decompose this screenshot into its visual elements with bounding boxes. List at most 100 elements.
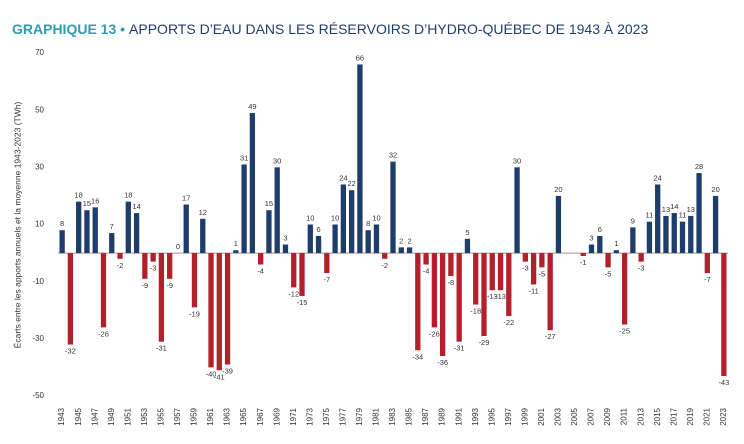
x-tick-label: 1975 [322, 407, 331, 425]
data-label: 1 [614, 239, 618, 248]
data-label: 32 [389, 151, 397, 160]
bar [530, 253, 537, 285]
data-label: -7 [323, 275, 330, 284]
x-tick-label: 1949 [107, 407, 116, 425]
x-tick-label: 2009 [603, 407, 612, 425]
bar [373, 224, 380, 254]
data-label: -25 [619, 327, 630, 336]
bar [315, 235, 322, 254]
data-label: 24 [654, 173, 662, 182]
data-label: -36 [437, 358, 448, 367]
x-tick-label: 1987 [421, 407, 430, 425]
data-label: -1 [580, 258, 587, 267]
data-label: 6 [598, 225, 602, 234]
x-tick-label: 1985 [405, 407, 414, 425]
data-label: 13 [687, 205, 695, 214]
bar [282, 244, 289, 254]
x-tick-label: 1955 [157, 407, 166, 425]
x-tick-label: 2005 [570, 407, 579, 425]
data-label: -11 [528, 287, 538, 296]
bar [597, 235, 603, 254]
data-label: -3 [638, 264, 645, 273]
data-label: -8 [448, 278, 455, 287]
data-label: -4 [257, 267, 264, 276]
bar [233, 250, 239, 254]
bar [621, 253, 628, 325]
data-label: 9 [631, 216, 635, 225]
bar [307, 224, 313, 254]
bar [406, 247, 413, 254]
bar [133, 213, 140, 254]
bar [109, 233, 115, 254]
bar [84, 210, 90, 254]
data-label: 14 [132, 202, 140, 211]
data-label: 6 [316, 225, 320, 234]
data-label: 2 [407, 236, 411, 245]
x-tick-label: 2011 [620, 407, 629, 425]
x-tick-label: 2023 [719, 407, 728, 425]
x-tick-label: 1991 [454, 407, 463, 425]
data-label: 20 [554, 185, 562, 194]
x-tick-label: 1963 [223, 407, 232, 425]
x-tick-label: 1947 [90, 407, 99, 425]
bar [679, 221, 686, 254]
data-label: 11 [679, 211, 687, 220]
x-tick-label: 1979 [355, 407, 364, 425]
bar [291, 253, 297, 288]
x-tick-label: 1967 [256, 407, 265, 425]
data-label: -13 [495, 292, 506, 301]
data-label: -34 [412, 352, 423, 361]
data-label: 3 [589, 233, 593, 242]
data-label: -41 [214, 372, 225, 381]
data-label: -3 [150, 264, 157, 273]
bar [76, 201, 82, 254]
y-tick-label: -50 [32, 391, 44, 400]
bar [481, 253, 487, 336]
bar [630, 227, 636, 254]
y-tick-label: 50 [35, 105, 44, 114]
bar [208, 253, 214, 368]
bar [712, 195, 719, 254]
bar [473, 253, 479, 305]
bar [299, 253, 305, 296]
bar [332, 224, 338, 254]
y-tick-label: -30 [32, 334, 44, 343]
x-tick-label: 1943 [57, 407, 66, 425]
data-label: 16 [91, 196, 99, 205]
data-label: 15 [83, 199, 91, 208]
bar [191, 253, 198, 308]
bar [241, 164, 247, 254]
x-tick-label: 1997 [504, 407, 513, 425]
data-label: 17 [182, 193, 190, 202]
data-label: -29 [479, 338, 490, 347]
data-label: -13 [487, 292, 498, 301]
chart-label: GRAPHIQUE 13 • [12, 21, 125, 37]
bar [390, 161, 396, 254]
bar [613, 250, 619, 254]
data-label: 24 [339, 173, 347, 182]
data-label: -9 [166, 281, 173, 290]
bar [382, 253, 388, 259]
bar [663, 215, 669, 254]
data-label: -5 [605, 269, 612, 278]
data-label: 13 [662, 205, 670, 214]
x-tick-label: 1961 [206, 407, 215, 425]
bar [365, 230, 371, 254]
bar [439, 253, 446, 356]
data-label: 15 [265, 199, 273, 208]
bar [150, 253, 156, 262]
data-label: -26 [98, 329, 109, 338]
y-axis-label: Écarts entre les apports annuels et la m… [12, 102, 22, 349]
bar [200, 218, 206, 254]
data-label: -32 [65, 347, 76, 356]
x-tick-label: 1981 [372, 407, 381, 425]
x-tick-label: 2015 [653, 407, 662, 425]
data-label: 5 [465, 228, 469, 237]
bar [580, 253, 586, 256]
data-label: -22 [503, 318, 514, 327]
y-tick-label: 30 [35, 162, 44, 171]
x-tick-label: 1969 [272, 407, 281, 425]
bar [423, 253, 429, 265]
bar [158, 253, 165, 342]
